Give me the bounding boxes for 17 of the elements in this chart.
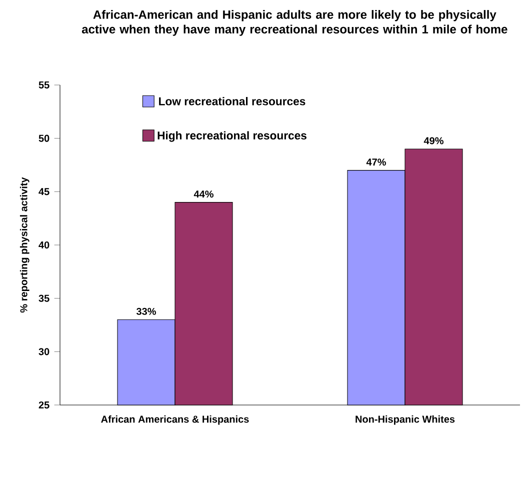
y-tick-label: 40 xyxy=(38,241,50,249)
legend-label: Low recreational resources xyxy=(159,96,306,106)
y-tick-label: 30 xyxy=(38,348,50,356)
data-label: 44% xyxy=(194,190,214,198)
y-axis-title: % reporting physical activity xyxy=(20,177,30,313)
y-tick-label: 55 xyxy=(38,82,50,88)
y-tick-label: 50 xyxy=(38,134,50,142)
data-label: 47% xyxy=(366,158,386,166)
x-tick-label: Non-Hispanic Whites xyxy=(356,415,455,425)
chart-title: African-American and Hispanic adults are more likely to be physically active when they have many recreational resources within 1 mile of home xyxy=(82,10,508,36)
data-label: 33% xyxy=(136,308,156,315)
data-label: 49% xyxy=(424,137,444,144)
x-tick-label: African Americans & Hispanics xyxy=(101,415,249,425)
y-tick-label: 35 xyxy=(38,294,50,302)
y-tick-label: 25 xyxy=(38,401,50,409)
y-tick-label: 45 xyxy=(38,188,50,196)
legend-label: High recreational resources xyxy=(158,131,306,142)
